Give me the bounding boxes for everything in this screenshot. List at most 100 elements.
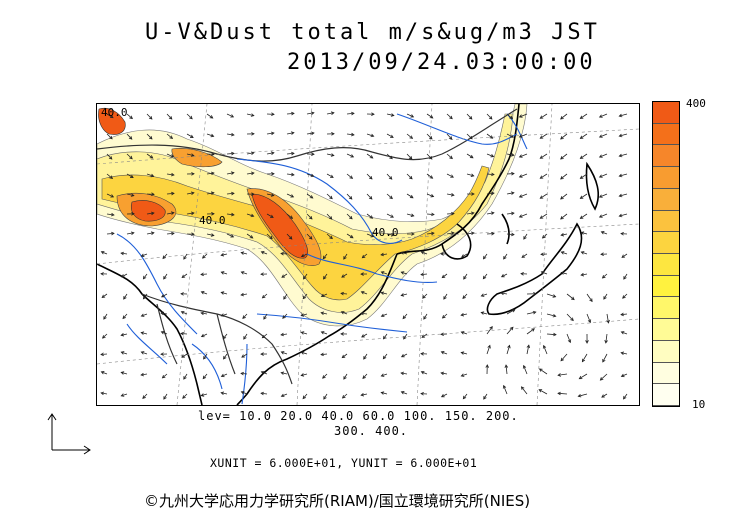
- wind-arrow: [361, 333, 368, 338]
- colorbar-cell: [653, 275, 679, 298]
- wind-arrow-head: [622, 295, 626, 299]
- wind-arrow-head: [111, 231, 115, 236]
- wind-arrow-head: [100, 371, 105, 375]
- wind-arrow-head: [539, 215, 544, 219]
- wind-arrow: [441, 273, 448, 278]
- wind-arrow-head: [289, 215, 294, 219]
- wind-arrow: [121, 351, 128, 355]
- wind-arrow-head: [329, 235, 333, 240]
- wind-arrow: [366, 133, 374, 137]
- wind-arrow: [241, 391, 248, 395]
- wind-arrow-head: [469, 135, 473, 140]
- wind-arrow-head: [585, 340, 589, 344]
- wind-arrow: [201, 393, 208, 397]
- wind-arrow: [206, 192, 214, 195]
- wind-arrow: [523, 365, 528, 375]
- wind-arrow: [326, 153, 334, 156]
- wind-arrow-head: [163, 275, 167, 280]
- wind-arrow-head: [491, 172, 495, 177]
- wind-arrow: [202, 253, 208, 259]
- wind-arrow: [106, 173, 113, 179]
- wind-arrow: [162, 253, 168, 259]
- wind-arrow: [106, 113, 114, 119]
- wind-arrow: [526, 311, 536, 315]
- wind-arrow: [506, 345, 510, 355]
- wind-arrow: [186, 212, 194, 215]
- wind-arrow: [619, 113, 628, 117]
- wind-arrow: [181, 353, 188, 358]
- wind-arrow-head: [160, 311, 165, 316]
- wind-arrow-head: [343, 376, 347, 380]
- wind-arrow-head: [538, 368, 543, 372]
- wind-arrow: [503, 385, 508, 395]
- wind-arrow-head: [400, 251, 405, 255]
- wind-arrow-head: [410, 114, 415, 118]
- colorbar-cell: [653, 102, 679, 124]
- wind-arrow: [463, 393, 468, 399]
- wind-arrow: [186, 133, 194, 138]
- wind-arrow: [226, 133, 234, 136]
- wind-arrow-head: [500, 291, 505, 296]
- wind-arrow: [246, 152, 254, 155]
- wind-arrow-head: [250, 151, 255, 155]
- wind-arrow-head: [370, 133, 375, 138]
- wind-arrow: [141, 351, 148, 355]
- wind-arrow-head: [400, 391, 405, 395]
- wind-arrow-head: [350, 154, 355, 158]
- wind-arrow: [581, 232, 588, 235]
- wind-arrow: [186, 153, 194, 157]
- wind-arrow: [619, 213, 628, 217]
- wind-arrow: [262, 293, 268, 299]
- wind-arrow-head: [532, 310, 537, 315]
- rivers: [116, 113, 528, 405]
- wind-arrow: [340, 292, 348, 295]
- wind-arrow-head: [600, 252, 604, 256]
- wind-arrow: [142, 393, 148, 399]
- wind-arrow: [361, 393, 368, 396]
- wind-arrow: [386, 173, 393, 180]
- wind-arrow: [623, 273, 628, 280]
- wind-arrow-head: [322, 255, 327, 260]
- wind-arrow-head: [223, 355, 227, 360]
- wind-arrow: [483, 253, 488, 260]
- wind-arrow-head: [190, 211, 195, 216]
- wind-arrow: [446, 153, 453, 159]
- wind-arrow: [386, 133, 394, 138]
- wind-arrow-head: [243, 336, 247, 340]
- wind-arrow-head: [231, 191, 235, 196]
- wind-arrow: [506, 153, 514, 156]
- wind-arrow: [141, 313, 148, 317]
- wind-arrow-head: [241, 354, 245, 358]
- wind-arrow-head: [579, 195, 584, 199]
- wind-arrow-head: [160, 331, 165, 335]
- wind-arrow: [246, 172, 254, 175]
- wind-arrow-head: [360, 311, 364, 316]
- wind-arrow-head: [623, 395, 627, 400]
- wind-arrow: [143, 273, 148, 280]
- wind-arrow-head: [370, 234, 375, 238]
- wind-arrow: [126, 113, 133, 119]
- wind-arrow: [306, 193, 313, 199]
- wind-arrow: [540, 213, 548, 219]
- wind-arrow-head: [460, 312, 465, 317]
- wind-arrow: [463, 273, 468, 280]
- wind-arrow-head: [150, 231, 155, 235]
- wind-arrow-head: [240, 292, 245, 297]
- wind-arrow: [526, 345, 530, 355]
- wind-arrow: [622, 293, 628, 299]
- wind-arrow: [619, 193, 628, 197]
- wind-arrow-head: [420, 351, 424, 356]
- wind-arrow: [346, 153, 354, 158]
- wind-arrow-head: [400, 271, 405, 275]
- wind-arrow: [206, 133, 214, 137]
- wind-arrow: [266, 193, 274, 196]
- wind-arrow: [426, 232, 434, 235]
- wind-arrow-head: [421, 334, 426, 338]
- wind-arrow: [386, 113, 394, 116]
- wind-arrow-head: [380, 291, 385, 295]
- wind-arrow-head: [129, 115, 133, 120]
- wind-arrow-head: [380, 391, 385, 395]
- colorbar-cell: [653, 362, 679, 385]
- wind-arrow-head: [531, 328, 535, 332]
- wind-arrow-head: [200, 272, 204, 277]
